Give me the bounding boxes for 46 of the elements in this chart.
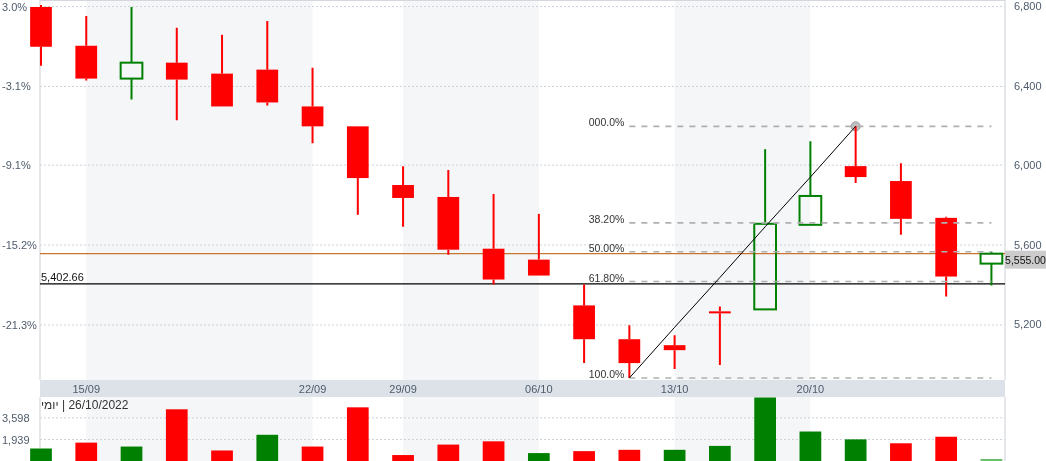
x-tick-label: 22/09 [298, 382, 327, 395]
candlestick [165, 26, 188, 122]
series-label: 000.0% [588, 116, 625, 129]
candlestick [256, 19, 279, 107]
y2-tick-label: 6,800 [1014, 0, 1042, 12]
candlestick [119, 5, 144, 101]
y2-tick-label: 6,000 [1014, 159, 1042, 172]
y-tick-label: -15.2% [2, 239, 38, 252]
candlestick [663, 334, 686, 371]
candlestick [890, 162, 912, 236]
candlestick [935, 217, 958, 298]
y-tick-label: -3.1% [2, 80, 31, 93]
series-label: 61.80% [588, 271, 625, 284]
candlestick [709, 305, 731, 367]
y2-tick-label: 5,600 [1014, 238, 1042, 251]
candlestick [573, 283, 595, 365]
ref-line-label: 5,402.66 [41, 271, 84, 284]
x-tick-label: 06/10 [525, 382, 553, 395]
candlestick [482, 192, 505, 286]
candlestick [346, 126, 369, 216]
y2-tick-label: 5,200 [1014, 318, 1042, 331]
y2-tick-label: 6,400 [1014, 79, 1042, 92]
x-tick-label: 15/09 [72, 382, 101, 395]
candlestick [30, 3, 52, 67]
candlestick [437, 169, 460, 256]
annotation: 26/10/2022 | יומי [41, 398, 129, 412]
y-tick-label: -21.3% [2, 318, 38, 331]
y-tick-label: 3,598 [2, 411, 30, 424]
y-tick-label: -9.1% [2, 159, 31, 172]
series-label: 50.00% [588, 241, 625, 254]
candlestick [75, 14, 98, 82]
x-tick-label: 29/09 [389, 382, 417, 395]
candlestick [798, 140, 823, 226]
x-tick-label: 13/10 [660, 382, 689, 395]
y-tick-label: 1,939 [2, 433, 30, 446]
candlestick [527, 212, 550, 276]
x-tick-label: 20/10 [796, 382, 825, 395]
ref-line-label: 5,555.00 [1005, 253, 1046, 266]
candlestick [211, 33, 233, 107]
candlestick [301, 66, 324, 145]
y-tick-label: 3.0% [2, 0, 28, 13]
series-label: 38.20% [588, 212, 625, 225]
candlestick [979, 250, 1004, 287]
candlestick [753, 148, 777, 311]
series-label: 100.0% [588, 368, 625, 381]
candlestick [392, 165, 414, 228]
